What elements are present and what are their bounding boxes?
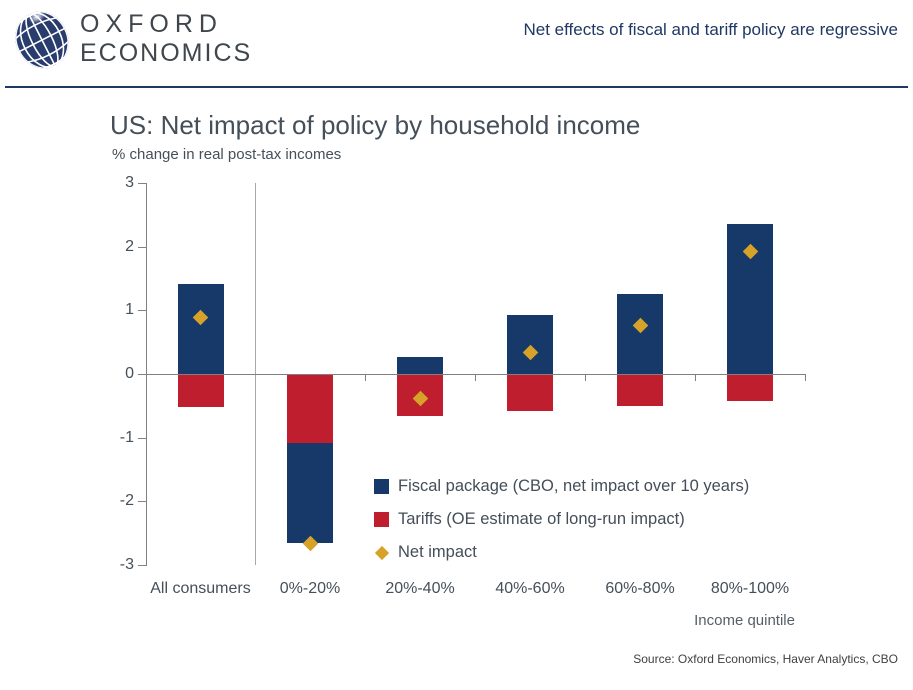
category-label: 40%-60% — [495, 580, 565, 597]
bar-segment-tariffs — [617, 374, 663, 407]
x-axis-tick — [805, 374, 806, 381]
legend-swatch-icon — [374, 512, 389, 527]
bar-segment-fiscal — [287, 442, 333, 544]
x-axis-tick — [475, 374, 476, 381]
y-tick-label: 2 — [125, 237, 134, 255]
logo-line2: ECONOMICS — [80, 39, 253, 67]
legend-diamond-marker-icon — [374, 545, 390, 561]
y-tick-label: 0 — [125, 365, 134, 382]
bar-segment-fiscal — [507, 315, 553, 374]
y-axis-tick — [138, 246, 146, 248]
x-axis-tick — [365, 374, 366, 381]
report-headline: Net effects of fiscal and tariff policy … — [523, 20, 899, 39]
globe-logo-icon — [14, 9, 70, 71]
logo-wordmark: OXFORD ECONOMICS — [80, 10, 252, 68]
y-tick-label: 3 — [125, 174, 134, 191]
x-axis-title: Income quintile — [694, 612, 795, 629]
y-tick-label: -3 — [119, 556, 134, 573]
chart-subtitle: % change in real post-tax incomes — [112, 146, 342, 163]
logo-line1: OXFORD — [80, 10, 223, 38]
bar-segment-fiscal — [397, 356, 443, 374]
y-tick-label: -1 — [119, 428, 134, 446]
chart-title: US: Net impact of policy by household in… — [110, 110, 641, 140]
legend-item: Net impact — [374, 543, 804, 563]
bar-segment-tariffs — [507, 374, 553, 411]
oxford-economics-logo — [10, 6, 74, 72]
x-axis-tick — [585, 374, 586, 381]
category-label: 60%-80% — [605, 580, 675, 597]
x-axis-tick — [695, 374, 696, 381]
bar-segment-fiscal — [617, 293, 663, 374]
category-label: All consumers — [150, 580, 251, 597]
y-axis-tick — [138, 310, 146, 312]
header-divider — [5, 86, 908, 88]
legend-label: Net impact — [398, 543, 477, 561]
category-label: 80%-100% — [710, 580, 790, 597]
y-axis-tick — [138, 183, 146, 184]
legend-label: Fiscal package (CBO, net impact over 10 … — [398, 477, 750, 495]
y-tick-label: 1 — [125, 301, 134, 319]
y-axis-tick — [138, 437, 146, 439]
source-note: Source: Oxford Economics, Haver Analytic… — [633, 652, 898, 666]
bar-segment-tariffs — [287, 374, 333, 443]
bar-segment-tariffs — [177, 374, 224, 408]
legend-item: Tariffs (OE estimate of long-run impact) — [374, 510, 804, 530]
legend-item: Fiscal package (CBO, net impact over 10 … — [374, 477, 804, 497]
y-axis-tick — [138, 501, 146, 503]
y-tick-label: -2 — [119, 492, 134, 510]
y-axis-tick — [138, 565, 146, 566]
bar-segment-tariffs — [727, 374, 773, 402]
category-label: 20%-40% — [385, 580, 455, 597]
category-label: 0%-20% — [279, 580, 341, 597]
y-axis-tick — [138, 374, 146, 375]
legend-label: Tariffs (OE estimate of long-run impact) — [398, 510, 685, 528]
bar-segment-fiscal — [177, 284, 224, 374]
legend-swatch-icon — [374, 479, 389, 494]
